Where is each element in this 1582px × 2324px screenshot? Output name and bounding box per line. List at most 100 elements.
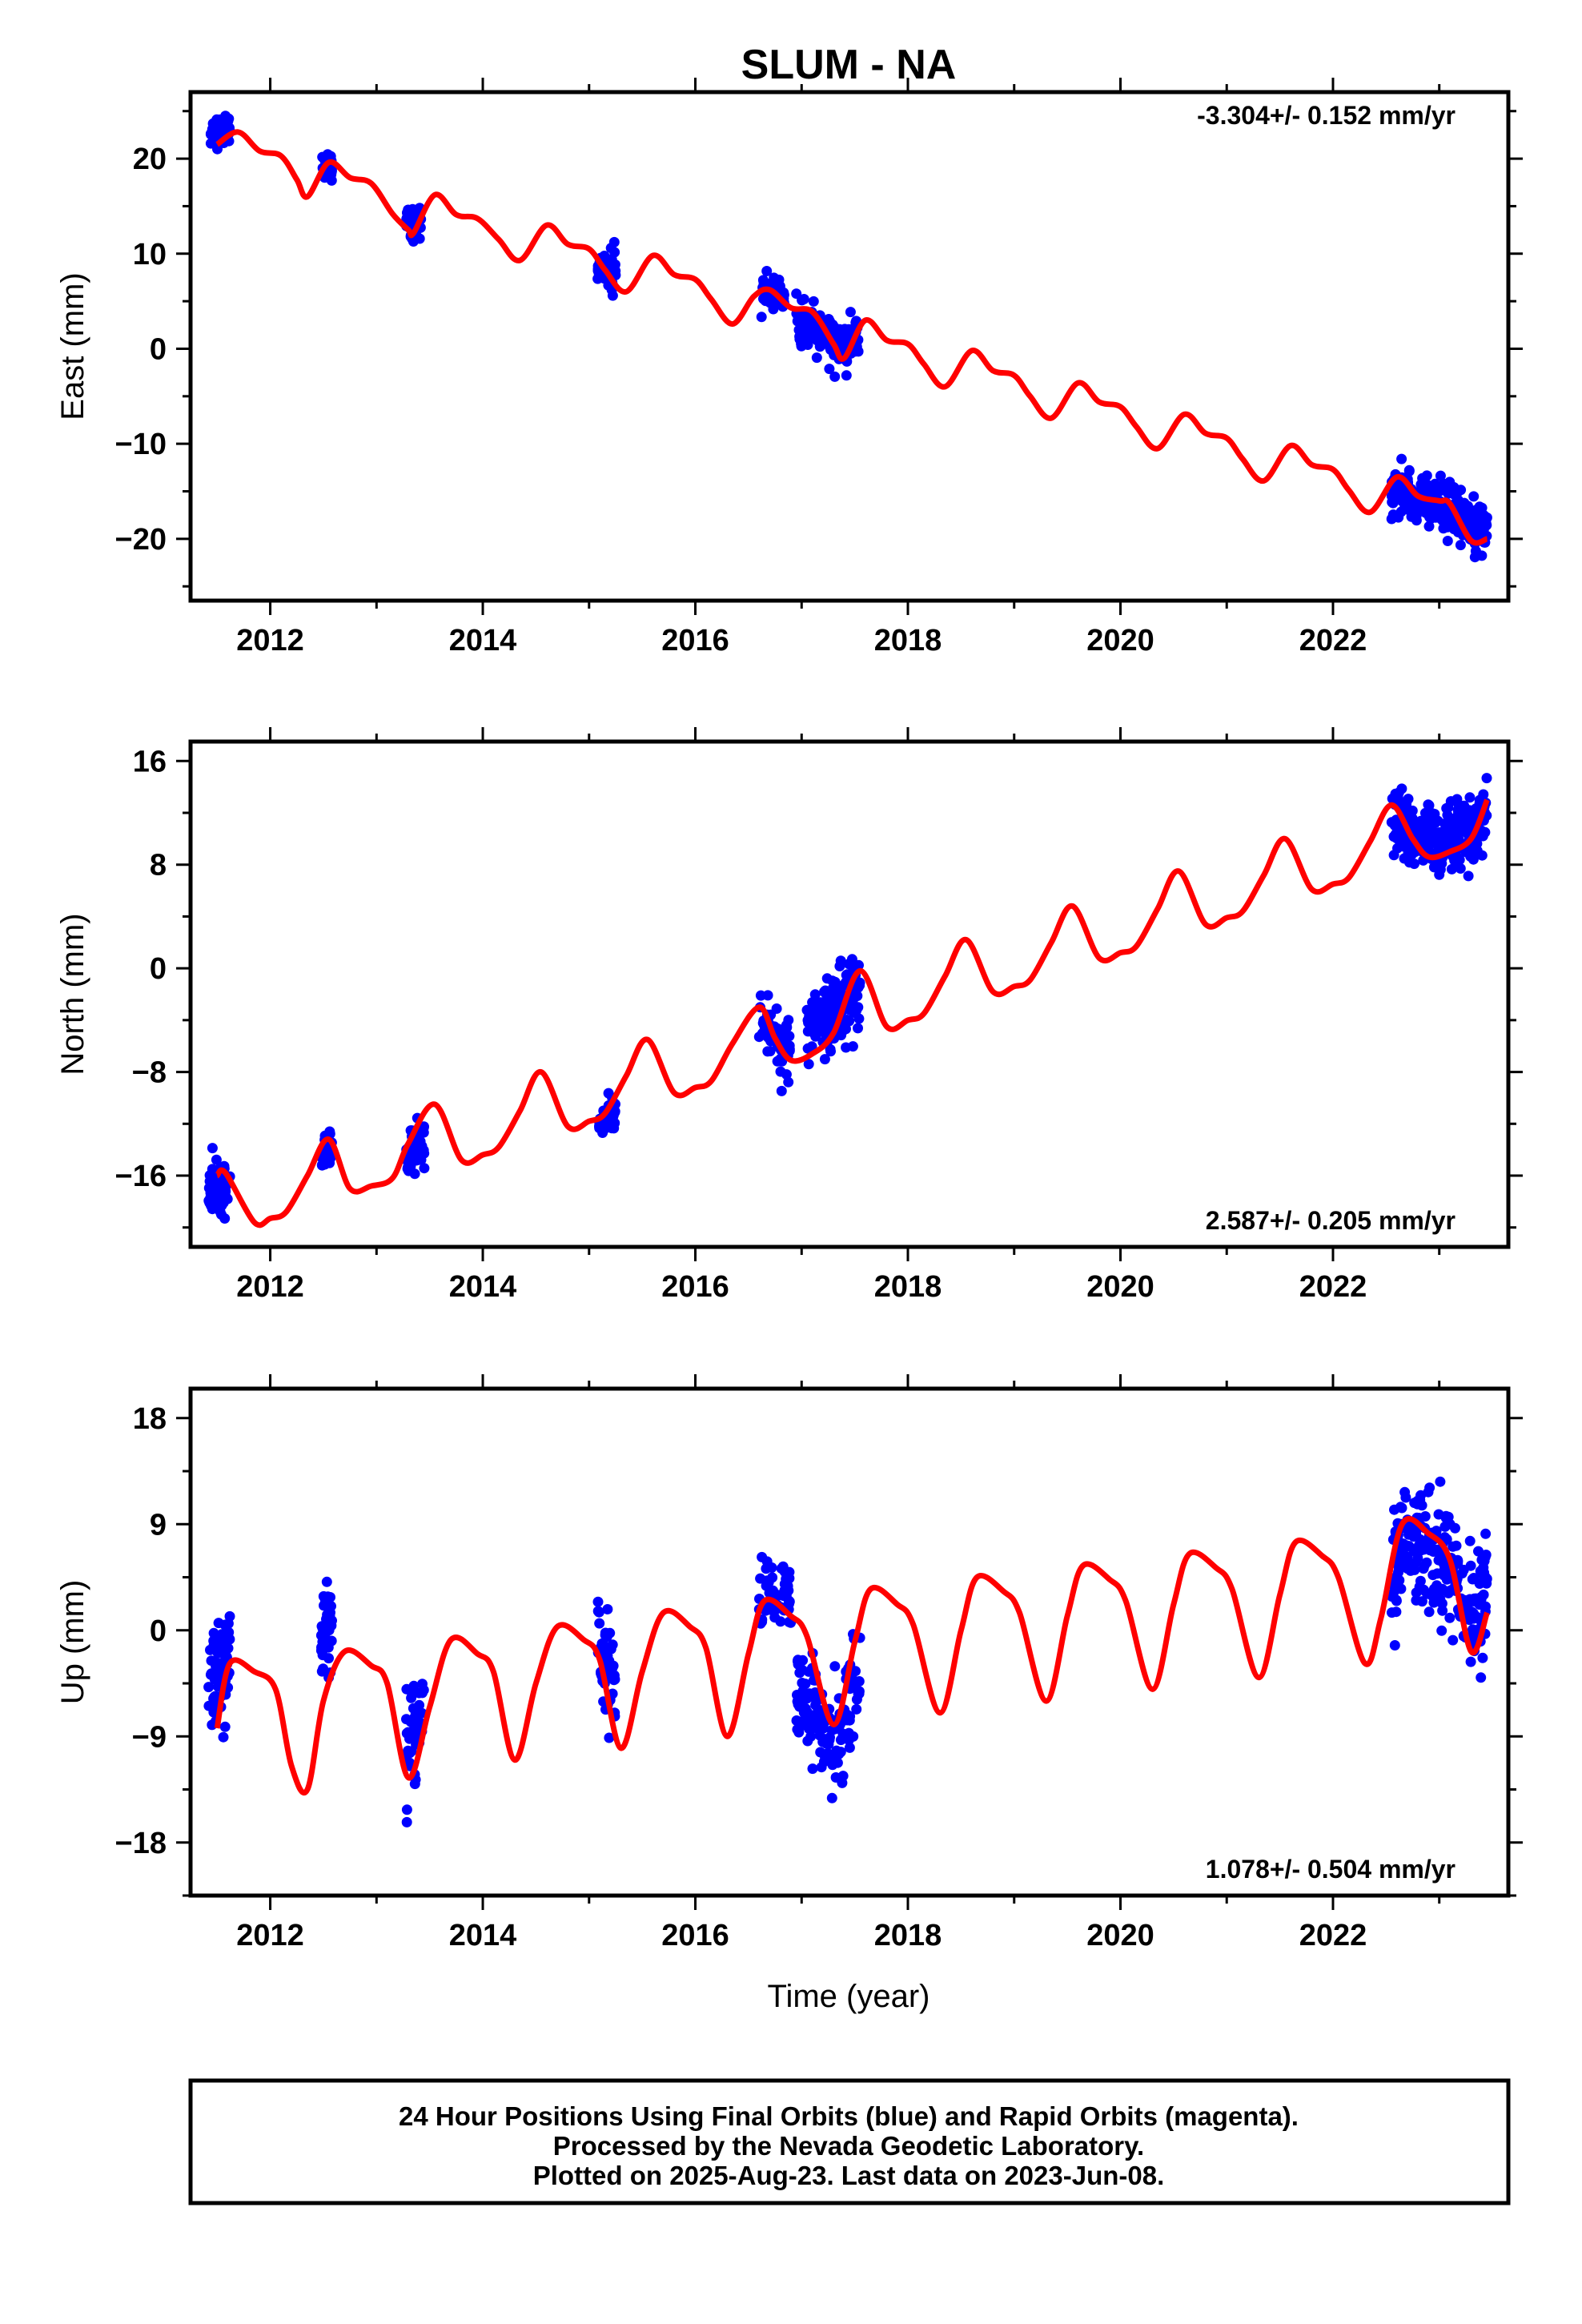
data-point	[783, 1076, 794, 1088]
data-point	[1411, 1587, 1422, 1598]
data-point	[211, 1659, 222, 1671]
data-point	[203, 1195, 215, 1206]
data-point	[1409, 858, 1419, 870]
y-tick-label: −9	[132, 1720, 167, 1754]
data-point	[837, 1728, 849, 1739]
x-tick-label: 2020	[1086, 624, 1154, 657]
data-point	[1458, 1564, 1469, 1575]
data-point	[1415, 1575, 1426, 1586]
data-point	[768, 304, 779, 315]
data-point	[807, 1763, 818, 1775]
data-point	[1421, 1557, 1432, 1568]
data-point	[208, 1635, 219, 1647]
data-point	[1444, 1612, 1456, 1623]
data-point	[216, 115, 227, 126]
data-point	[755, 1573, 766, 1584]
data-point	[1459, 800, 1470, 811]
data-point	[1476, 850, 1488, 861]
data-point	[1388, 850, 1399, 861]
data-point	[1452, 813, 1464, 824]
data-point	[1395, 506, 1407, 517]
data-point	[844, 1742, 855, 1753]
data-point	[829, 371, 841, 382]
data-point	[1414, 826, 1425, 837]
data-point	[1437, 1605, 1448, 1616]
x-tick-label: 2014	[449, 1270, 517, 1304]
data-point	[815, 1747, 826, 1758]
data-point	[803, 1059, 814, 1070]
data-point	[205, 1669, 216, 1680]
data-point	[1395, 1502, 1406, 1513]
data-point	[1478, 1589, 1489, 1600]
data-point	[1468, 491, 1480, 502]
data-point	[323, 1156, 335, 1167]
y-tick-label: −16	[115, 1160, 167, 1193]
data-point	[1398, 496, 1409, 507]
data-point	[1412, 1498, 1423, 1510]
data-point	[1423, 1606, 1435, 1618]
data-point	[797, 1655, 809, 1666]
data-point	[602, 1604, 613, 1614]
rate-annotation-up: 1.078+/- 0.504 mm/yr	[1206, 1855, 1456, 1884]
data-point	[1452, 833, 1464, 844]
data-point	[842, 330, 853, 341]
data-point	[1476, 1672, 1487, 1683]
data-point	[1399, 1486, 1411, 1498]
data-point	[1418, 485, 1429, 496]
y-tick-label: −18	[115, 1827, 167, 1860]
data-point	[784, 1031, 795, 1042]
data-point	[1390, 788, 1401, 799]
model-curve-north	[215, 798, 1490, 1228]
data-point	[1436, 1625, 1447, 1636]
footer-line-3: Plotted on 2025-Aug-23. Last data on 202…	[533, 2161, 1165, 2190]
data-point	[1411, 507, 1422, 518]
data-point	[203, 1682, 215, 1693]
data-point	[779, 1566, 790, 1578]
data-point	[810, 1024, 821, 1035]
data-point	[401, 1816, 412, 1827]
panel-up: 2012 2014 2016 2018 2020 2022 18 9 0 −9 −18 Up (mm)…	[55, 1374, 1523, 1952]
data-point	[1473, 1546, 1484, 1557]
data-point	[1444, 831, 1456, 842]
data-point	[602, 1644, 613, 1655]
data-point	[610, 265, 621, 276]
data-point	[1419, 1511, 1431, 1522]
data-point	[1435, 1476, 1446, 1487]
data-point	[841, 1715, 853, 1726]
data-point	[853, 1686, 865, 1697]
data-point	[401, 1804, 412, 1815]
data-point	[218, 1731, 229, 1743]
data-point	[1396, 453, 1407, 464]
figure-title: SLUM - NA	[741, 42, 957, 88]
data-point	[1423, 521, 1435, 532]
data-point	[803, 1692, 814, 1703]
data-point	[207, 1143, 218, 1154]
data-point	[784, 1043, 795, 1055]
x-tick-label: 2018	[874, 1919, 942, 1952]
data-point	[762, 990, 773, 1001]
data-point	[1474, 1578, 1485, 1589]
data-point	[604, 1732, 615, 1743]
data-point	[849, 1007, 859, 1018]
x-tick-label: 2016	[661, 1919, 729, 1952]
data-point	[316, 1621, 327, 1632]
data-point	[843, 959, 854, 970]
data-point	[1435, 470, 1446, 481]
data-point	[811, 1723, 822, 1734]
y-tick-label: 16	[133, 745, 167, 778]
data-point	[845, 307, 856, 318]
y-tick-label: −20	[115, 523, 167, 557]
data-point	[1407, 805, 1418, 816]
data-point	[1386, 513, 1397, 525]
y-axis-label-east: East (mm)	[55, 272, 90, 420]
data-point	[765, 1046, 776, 1057]
data-point	[768, 1585, 778, 1596]
data-point	[323, 1653, 334, 1664]
data-point	[1472, 513, 1483, 524]
data-point	[1411, 515, 1422, 526]
data-point	[405, 1716, 416, 1727]
data-point	[1440, 1513, 1452, 1523]
x-tick-label: 2016	[661, 624, 729, 657]
data-point	[806, 1041, 817, 1052]
data-point	[1431, 509, 1443, 520]
